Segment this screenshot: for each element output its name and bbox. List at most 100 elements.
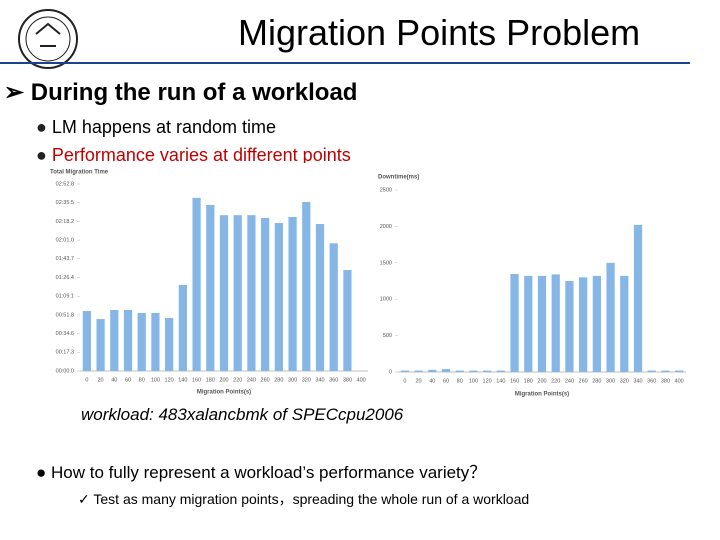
- bar: [428, 369, 437, 372]
- x-tick-label: 220: [551, 378, 560, 384]
- x-tick-label: 320: [302, 377, 311, 383]
- bar: [110, 309, 119, 371]
- y-tick-label: 01:26.4: [56, 275, 74, 281]
- bar: [606, 262, 615, 372]
- bar: [274, 223, 283, 371]
- y-tick-label: 02:52.8: [56, 181, 74, 187]
- bullet-text: Performance varies at different points: [51, 145, 351, 163]
- y-tick-label: 00:51.8: [56, 312, 74, 318]
- x-tick-label: 100: [469, 378, 478, 384]
- x-tick-label: 400: [357, 377, 366, 383]
- bar: [233, 215, 242, 371]
- bullet: ● How to fully represent a workload’s pe…: [36, 463, 487, 482]
- bar: [137, 312, 146, 371]
- x-tick-label: 0: [85, 377, 88, 383]
- bar: [524, 275, 533, 372]
- x-tick-label: 220: [233, 377, 242, 383]
- x-tick-label: 400: [675, 378, 684, 384]
- y-tick-label: 01:09.1: [56, 294, 74, 300]
- y-tick-label: 00:00.0: [56, 368, 74, 374]
- y-tick-label: 01:43.7: [56, 256, 74, 262]
- x-tick-label: 100: [151, 377, 160, 383]
- y-tick-label: 2000: [380, 224, 392, 230]
- y-tick-label: 1000: [380, 297, 392, 303]
- x-tick-label: 200: [537, 378, 546, 384]
- x-tick-label: 80: [139, 377, 145, 383]
- heading-text: During the run of a workload: [30, 79, 358, 106]
- x-tick-label: 40: [429, 378, 435, 384]
- bar: [483, 370, 492, 372]
- slide-title: Migration Points Problem: [238, 12, 641, 53]
- x-tick-label: 380: [343, 377, 352, 383]
- bar: [219, 215, 229, 371]
- bar: [165, 317, 174, 371]
- x-tick-label: 60: [125, 377, 131, 383]
- y-tick-label: 00:34.6: [56, 331, 74, 337]
- x-tick-label: 320: [620, 378, 629, 384]
- bullet: ● LM happens at random time: [36, 117, 277, 137]
- bar: [579, 277, 588, 372]
- bar: [592, 275, 601, 372]
- bar: [647, 370, 656, 372]
- x-tick-label: 380: [661, 378, 670, 384]
- bar: [675, 370, 684, 372]
- logo: [18, 9, 78, 69]
- x-axis-title: Migration Points(s): [515, 392, 569, 398]
- x-tick-label: 20: [416, 378, 422, 384]
- chart-title: Total Migration Time: [50, 170, 109, 176]
- y-tick-label: 2500: [380, 187, 392, 193]
- x-tick-label: 240: [247, 377, 256, 383]
- bar: [496, 370, 505, 372]
- x-tick-label: 140: [178, 377, 187, 383]
- arrow-bullet: ➢: [4, 79, 31, 106]
- bar: [343, 270, 352, 371]
- x-tick-label: 360: [647, 378, 656, 384]
- bar: [414, 370, 423, 372]
- sub-bullet-text: Test as many migration points，spreading …: [93, 491, 530, 507]
- x-tick-label: 60: [443, 378, 449, 384]
- bullet-text: How to fully represent a workload’s perf…: [51, 463, 487, 482]
- x-tick-label: 80: [457, 378, 463, 384]
- sub-bullet: ✓ Test as many migration points，spreadin…: [78, 491, 530, 507]
- bar: [206, 204, 215, 371]
- bar: [288, 217, 297, 371]
- bar: [247, 215, 256, 371]
- caption: workload: 483xalancbmk of SPECcpu2006: [81, 405, 404, 424]
- y-tick-label: 02:18.2: [56, 219, 74, 225]
- x-tick-label: 340: [315, 377, 324, 383]
- bar: [661, 370, 670, 372]
- x-tick-label: 360: [329, 377, 338, 383]
- bar: [178, 284, 187, 371]
- x-tick-label: 120: [483, 378, 492, 384]
- x-tick-label: 340: [633, 378, 642, 384]
- x-tick-label: 280: [274, 377, 283, 383]
- x-tick-label: 140: [496, 378, 505, 384]
- bar: [82, 311, 91, 371]
- bar: [123, 309, 133, 371]
- bar: [151, 312, 160, 371]
- x-tick-label: 160: [510, 378, 519, 384]
- bar: [441, 369, 451, 372]
- x-tick-label: 120: [165, 377, 174, 383]
- bar: [302, 201, 311, 371]
- x-tick-label: 240: [565, 378, 574, 384]
- bar: [96, 319, 105, 371]
- bar: [469, 370, 478, 372]
- y-tick-label: 0: [389, 369, 392, 375]
- x-tick-label: 40: [111, 377, 117, 383]
- charts: Total Migration Time Migration Points(s) 0…: [50, 170, 686, 398]
- x-axis-title: Migration Points(s): [197, 390, 251, 396]
- bullet: ● Performance varies at different points: [36, 145, 351, 163]
- y-tick-label: 02:35.5: [56, 200, 74, 206]
- y-tick-label: 00:17.3: [56, 350, 74, 356]
- y-tick-label: 500: [383, 333, 392, 339]
- x-tick-label: 280: [592, 378, 601, 384]
- y-tick-label: 02:01.0: [56, 238, 74, 244]
- x-tick-label: 0: [403, 378, 406, 384]
- bar: [565, 281, 574, 372]
- chart-title: Downtime(ms): [378, 175, 419, 181]
- bar: [329, 243, 338, 371]
- x-tick-label: 200: [219, 377, 228, 383]
- bar: [261, 217, 270, 371]
- bar: [400, 370, 409, 372]
